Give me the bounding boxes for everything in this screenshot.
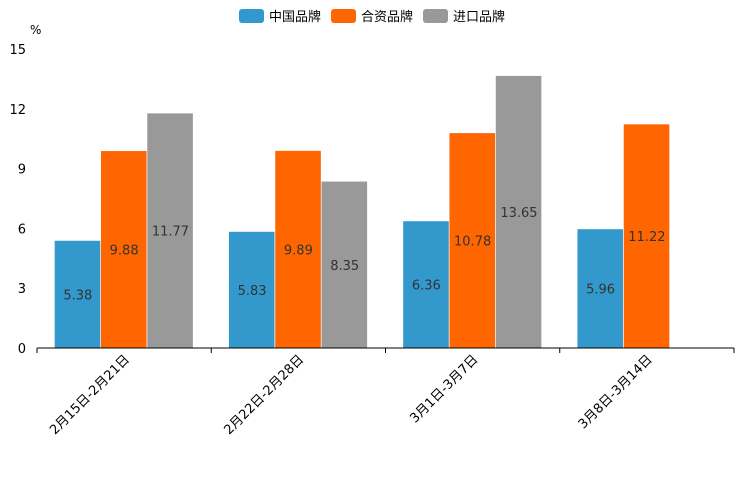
data-label: 8.35	[330, 259, 359, 274]
y-axis: 0 3 6 9 12 15	[9, 43, 26, 357]
legend-swatch	[239, 9, 264, 23]
legend-label: 中国品牌	[269, 9, 321, 25]
data-label: 11.77	[152, 225, 189, 240]
x-tick-label: 2月15日-2月21日	[47, 352, 133, 438]
bar	[321, 181, 368, 348]
data-label: 5.96	[586, 283, 615, 298]
data-label: 5.83	[238, 284, 267, 299]
data-label-group: 5.38 5.83 6.36 5.96 9.88 9.89 10.78 11.22 11.77 8…	[63, 206, 665, 303]
data-label: 9.88	[110, 244, 139, 259]
bar	[228, 231, 275, 348]
bar	[147, 113, 193, 348]
x-tick-label: 3月8日-3月14日	[576, 352, 656, 432]
legend-label: 进口品牌	[453, 9, 505, 25]
x-axis: 2月15日-2月21日 2月22日-2月28日 3月1日-3月7日 3月8日-3月14…	[36, 347, 735, 438]
legend: 中国品牌 合资品牌 进口品牌	[239, 9, 505, 25]
data-label: 10.78	[454, 235, 491, 250]
bar	[623, 124, 670, 349]
bar	[275, 150, 321, 348]
data-label: 9.89	[284, 243, 313, 258]
data-label: 13.65	[500, 206, 537, 221]
bar	[403, 221, 449, 348]
bar	[54, 240, 101, 348]
y-tick-label: 3	[18, 282, 26, 297]
legend-label: 合资品牌	[361, 9, 413, 25]
bar	[577, 229, 624, 348]
bar	[449, 133, 496, 348]
y-tick-label: 15	[9, 43, 26, 58]
y-tick-label: 6	[18, 222, 26, 237]
legend-swatch	[331, 9, 356, 23]
y-tick-label: 0	[18, 342, 26, 357]
legend-swatch	[423, 9, 448, 23]
x-tick-label: 2月22日-2月28日	[221, 352, 307, 438]
bar	[100, 151, 147, 348]
y-axis-unit-label: %	[30, 23, 41, 37]
bar	[495, 75, 542, 348]
y-tick-label: 12	[9, 103, 26, 118]
data-label: 6.36	[412, 279, 441, 294]
x-tick-label: 3月1日-3月7日	[407, 352, 481, 426]
data-label: 11.22	[628, 230, 665, 245]
data-label: 5.38	[63, 288, 92, 303]
bar-series-group	[54, 75, 670, 349]
y-tick-label: 9	[18, 163, 26, 178]
